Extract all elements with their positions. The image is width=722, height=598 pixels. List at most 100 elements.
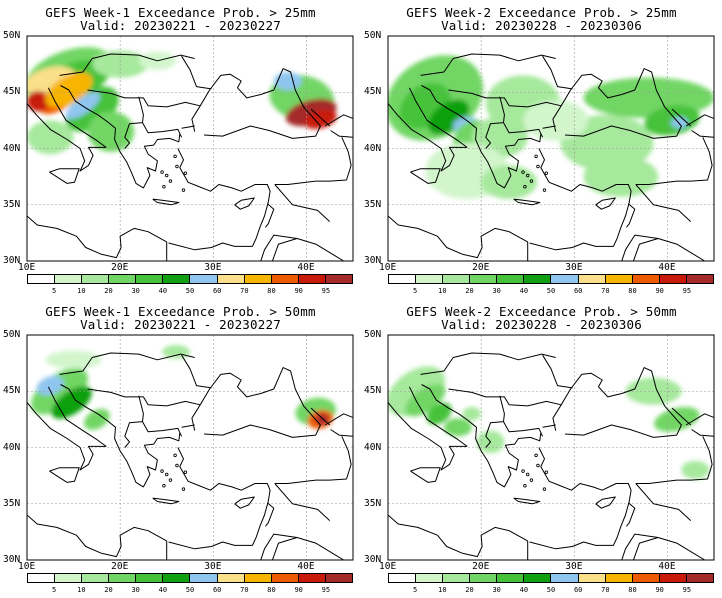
longitude-label: 30E [565,262,583,273]
coastline [27,103,107,172]
colorbar-label: 80 [628,287,637,295]
island [168,478,173,482]
colorbar-swatch [243,573,271,583]
coastline [324,413,353,437]
coastline [181,55,212,90]
longitude-label: 30E [204,561,222,572]
coastline [87,89,201,108]
map-panel-week1-50mm: GEFS Week-1 Exceedance Prob. > 50mm Vali… [0,299,361,598]
map-canvas [387,35,715,262]
precip-blob [162,345,190,359]
colorbar-label: 95 [321,586,331,594]
coastline [388,215,528,259]
precip-blob [405,384,446,417]
precip-blob [462,407,482,421]
colorbar-swatch [189,274,217,284]
coastline [47,87,107,148]
latitude-label: 45N [3,86,21,98]
colorbar-label: 10 [438,586,447,594]
coastline [388,402,468,471]
colorbar-label: 60 [212,586,222,594]
island [544,171,549,175]
coastline [421,85,542,189]
island [175,463,179,468]
longitude-label: 40E [297,262,315,273]
colorbar-label: 60 [573,287,583,295]
coastline [168,447,271,550]
precip-blob [83,408,110,430]
colorbar-swatch [324,274,353,284]
latitude-label: 50N [364,329,382,340]
colorbar-label: 20 [465,287,474,295]
island [173,154,177,159]
coastline [485,96,505,149]
colorbar-swatch [297,573,325,583]
precip-blob [523,100,589,141]
colorbar-label: 70 [240,287,249,295]
colorbar-swatch [54,573,82,583]
coastline [635,137,713,185]
colorbar-label: 30 [492,287,501,295]
coastline [657,238,705,261]
colorbar-label: 70 [240,586,249,594]
precip-blob [671,117,688,129]
island [165,173,169,178]
colorbar-swatch [27,573,55,583]
colorbar-label: 5 [413,287,418,295]
coastline [49,467,80,483]
coastline [448,89,562,108]
island [181,487,186,491]
colorbar-swatch [658,573,686,583]
colorbar-label: 20 [104,287,113,295]
map-frame [387,334,715,561]
coastline [49,168,80,184]
coastline [671,407,692,426]
latitude-label: 30N [364,255,382,266]
panel-title: GEFS Week-1 Exceedance Prob. > 25mm [45,5,316,20]
latitude-label: 30N [3,554,21,565]
colorbar-swatch [189,573,217,583]
coastline [552,68,682,139]
colorbar-swatch [270,573,298,583]
coastline [265,203,275,228]
longitude-label: 20E [472,262,490,273]
colorbar-label: 60 [573,586,583,594]
colorbar-label: 60 [212,287,222,295]
panel-valid-dates: Valid: 20230221 - 20230227 [80,18,281,33]
panel-title: GEFS Week-2 Exceedance Prob. > 50mm [406,304,677,319]
colorbar-swatch [135,274,163,284]
coastline [542,354,573,389]
latitude-label: 40N [3,441,21,453]
colorbar-label: 70 [601,287,610,295]
coastline [408,87,468,148]
colorbar-label: 90 [294,586,303,594]
colorbar-label: 40 [519,586,529,594]
latitude-label: 50N [364,30,382,41]
colorbar-swatch [108,573,136,583]
colorbar-label: 20 [104,586,113,594]
coastline [87,388,201,407]
latitude-label: 40N [3,142,21,154]
coastline [542,125,556,129]
colorbar-swatch [658,274,686,284]
colorbar-swatch [631,274,659,284]
colorbar-swatch [108,274,136,284]
longitude-label: 20E [472,561,490,572]
longitude-label: 10E [379,561,397,572]
colorbar-swatch [415,274,443,284]
coastline [635,184,692,222]
coastline [552,367,682,438]
coastline [60,384,181,488]
island [536,463,540,468]
coastline [274,436,352,484]
island [542,487,547,491]
colorbar-swatch [496,274,524,284]
colorbar-label: 70 [601,586,610,594]
island [175,164,179,169]
panel-title: GEFS Week-1 Exceedance Prob. > 50mm [45,304,316,319]
precip-blob [51,386,92,419]
coastline [310,407,331,426]
island [534,453,538,458]
coastline [657,537,705,560]
colorbar-label: 10 [77,586,86,594]
